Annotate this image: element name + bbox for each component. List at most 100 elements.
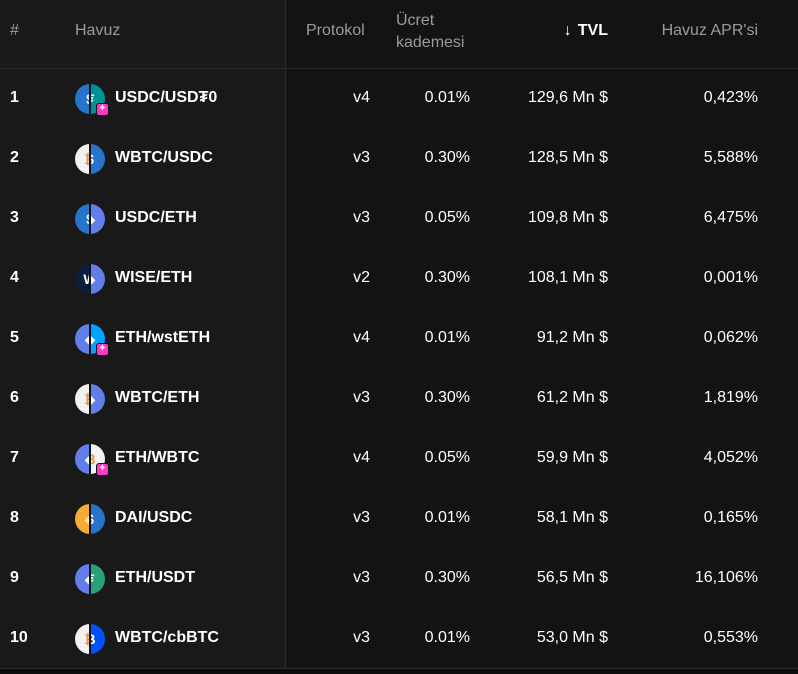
eth-icon: ◆ <box>90 264 105 294</box>
row-rank: 3 <box>10 209 19 226</box>
row-protocol: v3 <box>353 209 370 226</box>
row-fee-tier: 0.30% <box>424 569 470 586</box>
pair-icon: ◆ ₮ <box>75 564 105 594</box>
row-tvl: 58,1 Mn $ <box>536 509 608 526</box>
row-protocol: v4 <box>353 89 370 106</box>
row-fee-tier: 0.30% <box>424 389 470 406</box>
row-protocol: v4 <box>353 329 370 346</box>
header-rank: # <box>10 22 19 39</box>
usdc-icon: $ <box>75 204 90 234</box>
row-apr: 0,062% <box>703 329 758 346</box>
table-header: # Havuz Protokol Ücret kademesi ↓ TVL Hav… <box>0 0 798 69</box>
row-pool-name: WISE/ETH <box>115 269 193 286</box>
v4-hook-badge-icon: ✦ <box>96 463 109 476</box>
table-row[interactable]: 2 ₿ $ WBTC/USDC v3 0.30% 128,5 Mn $ 5,58… <box>0 129 798 189</box>
row-pool-name: WBTC/USDC <box>115 149 213 166</box>
pair-icon: ◆ ₿ ✦ <box>75 444 109 476</box>
row-rank: 5 <box>10 329 19 346</box>
row-apr: 0,165% <box>703 509 758 526</box>
table-row[interactable]: 1 $ ₮ ✦ USDC/USD₮0 v4 0.01% 129,6 Mn $ 0… <box>0 69 798 129</box>
row-pool-name: WBTC/ETH <box>115 389 200 406</box>
row-protocol: v4 <box>353 449 370 466</box>
row-tvl: 129,6 Mn $ <box>527 89 608 106</box>
row-apr: 6,475% <box>703 209 758 226</box>
eth-icon: ◆ <box>90 384 105 414</box>
row-fee-tier: 0.30% <box>424 149 470 166</box>
pair-icon: ◈ $ <box>75 504 105 534</box>
row-apr: 5,588% <box>703 149 758 166</box>
pair-icon: $ ₮ ✦ <box>75 84 109 116</box>
table-row[interactable]: 7 ◆ ₿ ✦ ETH/WBTC v4 0.05% 59,9 Mn $ 4,05… <box>0 429 798 489</box>
row-apr: 0,001% <box>703 269 758 286</box>
row-protocol: v3 <box>353 509 370 526</box>
row-fee-tier: 0.05% <box>424 209 470 226</box>
row-pool-name: ETH/wstETH <box>115 329 211 346</box>
pair-icon: ◆ ◆ ✦ <box>75 324 109 356</box>
row-apr: 16,106% <box>694 569 758 586</box>
row-fee-tier: 0.01% <box>424 509 470 526</box>
usdc-icon: $ <box>75 84 90 114</box>
table-row[interactable]: 3 $ ◆ USDC/ETH v3 0.05% 109,8 Mn $ 6,475… <box>0 189 798 249</box>
sort-down-arrow-icon: ↓ <box>563 22 572 39</box>
row-rank: 9 <box>10 569 19 586</box>
metrics-column-background <box>286 0 798 668</box>
pair-icon-divider <box>89 324 91 354</box>
row-rank: 1 <box>10 89 19 106</box>
row-apr: 0,423% <box>703 89 758 106</box>
eth-icon: ◆ <box>90 204 105 234</box>
row-pool-name: DAI/USDC <box>115 509 193 526</box>
wbtc-icon: ₿ <box>75 624 90 654</box>
row-pool-name: USDC/ETH <box>115 209 197 226</box>
v4-hook-badge-icon: ✦ <box>96 343 109 356</box>
row-fee-tier: 0.01% <box>424 629 470 646</box>
dai-icon: ◈ <box>75 504 90 534</box>
row-tvl: 56,5 Mn $ <box>536 569 608 586</box>
pair-icon: ₿ $ <box>75 144 105 174</box>
table-row[interactable]: 4 W ◆ WISE/ETH v2 0.30% 108,1 Mn $ 0,001… <box>0 249 798 309</box>
table-row[interactable]: 8 ◈ $ DAI/USDC v3 0.01% 58,1 Mn $ 0,165% <box>0 489 798 549</box>
pair-icon-divider <box>89 564 91 594</box>
usdc-icon: $ <box>90 144 105 174</box>
row-tvl: 59,9 Mn $ <box>536 449 608 466</box>
row-tvl: 53,0 Mn $ <box>536 629 608 646</box>
header-fee-line2: kademesi <box>396 34 465 51</box>
header-fee-tier: Ücret kademesi <box>396 10 486 54</box>
wbtc-icon: ₿ <box>75 384 90 414</box>
eth-icon: ◆ <box>75 564 90 594</box>
row-pool-name: WBTC/cbBTC <box>115 629 219 646</box>
row-protocol: v2 <box>353 269 370 286</box>
pair-icon-divider <box>89 384 91 414</box>
eth-icon: ◆ <box>75 444 90 474</box>
row-rank: 2 <box>10 149 19 166</box>
table-row[interactable]: 6 ₿ ◆ WBTC/ETH v3 0.30% 61,2 Mn $ 1,819% <box>0 369 798 429</box>
header-apr[interactable]: Havuz APR'si <box>661 22 758 39</box>
pair-icon-divider <box>89 444 91 474</box>
pair-icon: ₿ ₿ <box>75 624 105 654</box>
row-fee-tier: 0.05% <box>424 449 470 466</box>
header-pool: Havuz <box>75 22 121 39</box>
row-pool-name: USDC/USD₮0 <box>115 89 218 106</box>
pair-icon: $ ◆ <box>75 204 105 234</box>
row-tvl: 108,1 Mn $ <box>527 269 608 286</box>
pair-icon-divider <box>89 624 91 654</box>
header-fee-line1: Ücret <box>396 12 435 29</box>
pair-icon-divider <box>89 264 91 294</box>
row-rank: 8 <box>10 509 19 526</box>
row-protocol: v3 <box>353 569 370 586</box>
header-protocol: Protokol <box>306 22 365 39</box>
row-pool-name: ETH/USDT <box>115 569 195 586</box>
v4-hook-badge-icon: ✦ <box>96 103 109 116</box>
row-rank: 6 <box>10 389 19 406</box>
pair-icon-divider <box>89 204 91 234</box>
row-tvl: 128,5 Mn $ <box>527 149 608 166</box>
table-row[interactable]: 5 ◆ ◆ ✦ ETH/wstETH v4 0.01% 91,2 Mn $ 0,… <box>0 309 798 369</box>
row-apr: 0,553% <box>703 629 758 646</box>
header-tvl-sort[interactable]: ↓ TVL <box>520 22 608 40</box>
row-rank: 10 <box>10 629 28 646</box>
row-protocol: v3 <box>353 389 370 406</box>
table-row[interactable]: 10 ₿ ₿ WBTC/cbBTC v3 0.01% 53,0 Mn $ 0,5… <box>0 609 798 669</box>
table-row[interactable]: 9 ◆ ₮ ETH/USDT v3 0.30% 56,5 Mn $ 16,106… <box>0 549 798 609</box>
usdc-icon: $ <box>90 504 105 534</box>
row-tvl: 61,2 Mn $ <box>536 389 608 406</box>
